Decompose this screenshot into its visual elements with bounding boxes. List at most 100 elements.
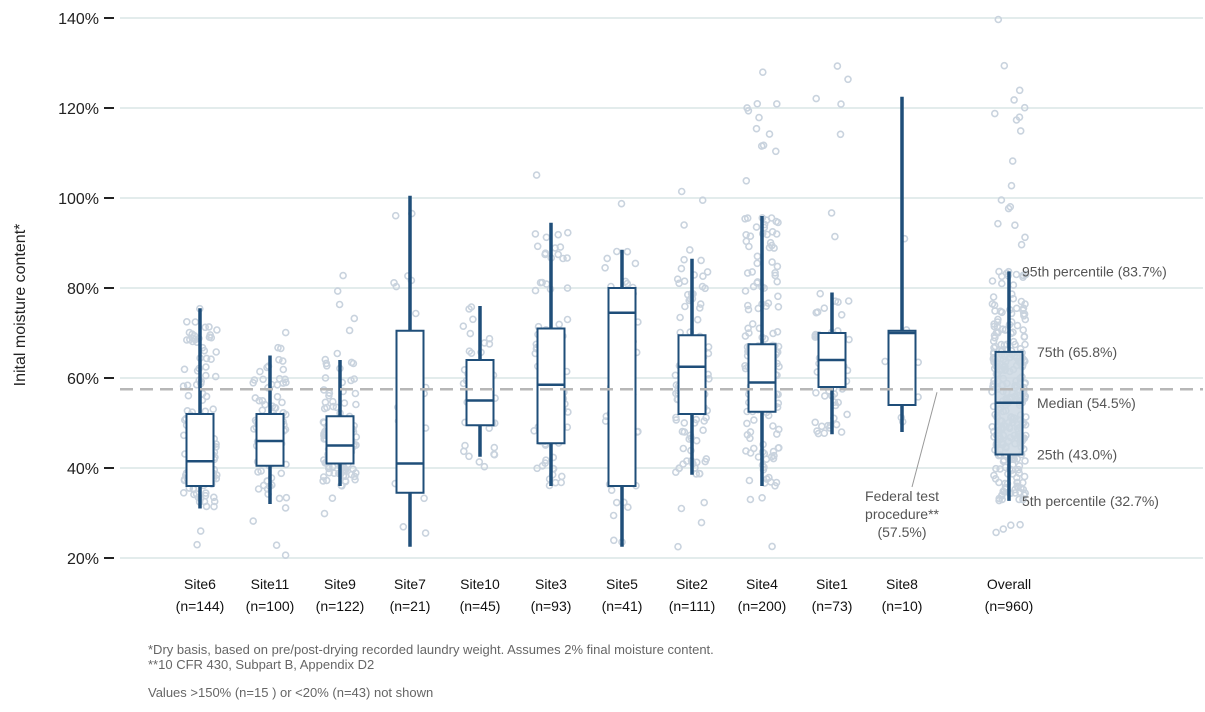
box xyxy=(465,359,495,427)
data-point xyxy=(1000,456,1008,464)
data-point xyxy=(768,258,776,266)
footnote-excluded-values: Values >150% (n=15 ) or <20% (n=43) not … xyxy=(148,685,434,700)
category-label: Site2 xyxy=(676,576,708,592)
data-point xyxy=(183,317,191,326)
box xyxy=(887,329,917,406)
data-point xyxy=(991,333,999,342)
data-point xyxy=(813,308,822,316)
data-point xyxy=(771,147,780,156)
data-point xyxy=(256,367,264,376)
data-point xyxy=(1012,304,1021,313)
data-point xyxy=(490,443,499,452)
data-point xyxy=(699,426,707,435)
data-point xyxy=(557,472,566,481)
data-point xyxy=(275,355,283,364)
data-point xyxy=(322,359,331,368)
data-point xyxy=(748,320,757,328)
data-point xyxy=(677,187,686,196)
data-point xyxy=(746,232,755,240)
data-point xyxy=(623,247,632,256)
data-point xyxy=(742,231,750,239)
data-point xyxy=(827,209,836,217)
box xyxy=(185,413,215,487)
data-point xyxy=(742,177,751,185)
data-point xyxy=(743,430,752,439)
data-point xyxy=(816,289,825,298)
category-count-label: (n=93) xyxy=(531,598,572,614)
reference-line: Federal test procedure** (57.5%) xyxy=(120,388,1203,540)
data-point xyxy=(202,392,211,401)
data-point xyxy=(469,315,477,324)
y-tick-label: 80% xyxy=(67,281,99,298)
data-point xyxy=(771,271,780,280)
data-point xyxy=(990,109,999,118)
data-point xyxy=(213,326,221,334)
data-point xyxy=(211,372,220,381)
data-point xyxy=(281,328,290,337)
data-point xyxy=(743,419,751,428)
data-point xyxy=(695,469,704,478)
data-point xyxy=(997,196,1006,204)
overall-percentile-annotation: 75th (65.8%) xyxy=(1037,344,1117,360)
data-point xyxy=(772,100,781,108)
data-point xyxy=(411,309,420,318)
data-point xyxy=(700,498,709,507)
data-point xyxy=(771,481,779,490)
data-point xyxy=(768,542,776,551)
data-point xyxy=(485,340,494,348)
category-label: Site6 xyxy=(184,576,216,592)
data-point xyxy=(674,542,682,551)
data-point xyxy=(183,381,192,390)
data-point xyxy=(330,469,339,478)
x-axis-labels: Site6 (n=144) Site11 (n=100) Site9 (n=122) Sit… xyxy=(176,576,1034,614)
data-point xyxy=(281,551,290,560)
data-point xyxy=(603,254,612,263)
data-point xyxy=(210,502,218,511)
data-point xyxy=(201,323,209,332)
data-point xyxy=(773,327,782,336)
overall-percentile-annotation: 5th percentile (32.7%) xyxy=(1022,493,1159,509)
y-tick-label: 120% xyxy=(58,101,99,118)
data-point xyxy=(1010,96,1018,104)
category-count-label: (n=111) xyxy=(669,598,716,614)
data-point xyxy=(817,422,826,431)
data-point xyxy=(249,517,257,525)
category-label: Site7 xyxy=(394,576,426,592)
data-point xyxy=(741,332,750,340)
data-point xyxy=(836,130,845,139)
data-point xyxy=(995,267,1003,276)
data-point xyxy=(679,460,687,468)
y-tick-label: 20% xyxy=(67,551,99,568)
data-point xyxy=(745,476,754,485)
category-count-label: (n=10) xyxy=(882,598,923,614)
data-point xyxy=(201,491,210,500)
data-point xyxy=(563,315,572,324)
data-point xyxy=(812,388,820,397)
data-point xyxy=(335,300,344,309)
data-point xyxy=(701,284,709,293)
data-point xyxy=(533,242,542,251)
data-point xyxy=(259,375,267,384)
category-label: Site11 xyxy=(251,576,290,592)
category-count-label: (n=960) xyxy=(985,598,1034,614)
data-point xyxy=(813,427,821,435)
data-point xyxy=(833,62,842,70)
data-point xyxy=(996,465,1004,473)
data-point xyxy=(281,504,290,512)
data-point xyxy=(467,303,476,311)
data-point xyxy=(345,326,354,335)
category-label: Site1 xyxy=(816,576,848,592)
data-point xyxy=(350,472,359,481)
data-point xyxy=(831,232,839,241)
data-point xyxy=(273,392,282,401)
data-point xyxy=(210,493,218,502)
data-point xyxy=(845,335,853,344)
data-point xyxy=(812,94,821,103)
data-point xyxy=(769,329,777,338)
data-point xyxy=(746,495,755,504)
data-point xyxy=(752,223,761,231)
data-point xyxy=(992,528,1000,537)
y-tick-label: 40% xyxy=(67,461,99,478)
data-point xyxy=(1012,473,1021,482)
